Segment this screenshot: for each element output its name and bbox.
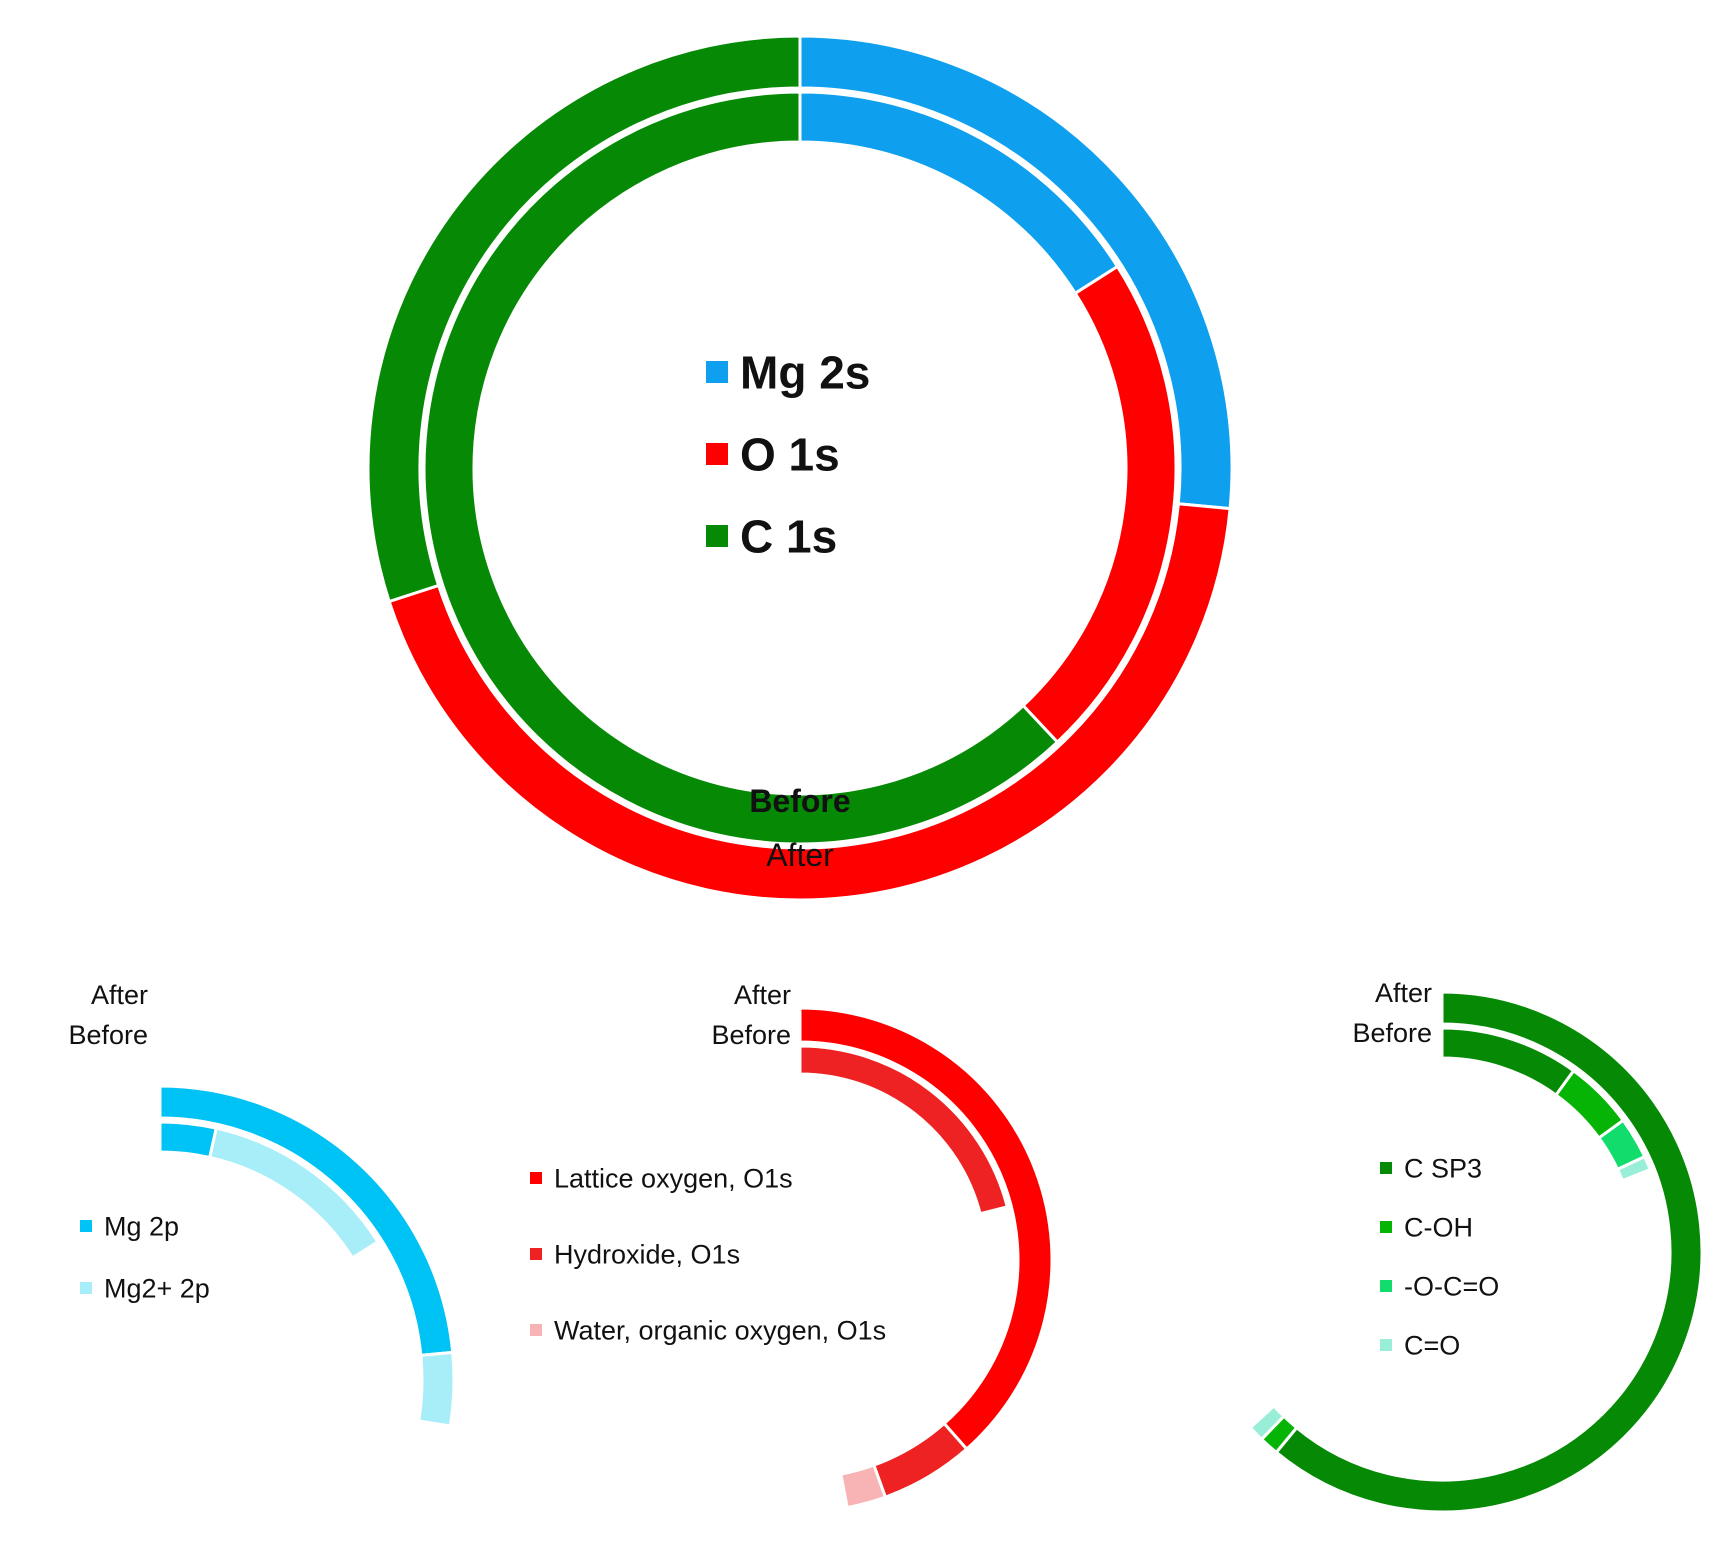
legend-label-mg-2p: Mg 2p [104,1212,179,1242]
legend-swatch-mg2-2p [80,1282,92,1294]
ring-label-before: Before [711,1020,791,1050]
legend-swatch-water-organic-oxygen-o1s [530,1324,542,1336]
slice-before-mg-2p [158,1120,219,1160]
legend-swatch-mg-2s [706,361,728,383]
legend-label-c-oh: C-OH [1404,1213,1473,1243]
legend-label-water-organic-oxygen-o1s: Water, organic oxygen, O1s [554,1316,886,1346]
ring-label-before: Before [68,1020,148,1050]
slice-after-mg2-2p [417,1350,456,1428]
legend-label-c-sp3: C SP3 [1404,1154,1482,1184]
slice-before-c-o [1615,1154,1653,1183]
ring-label-after: After [734,980,791,1010]
ring-label-after: After [766,837,834,873]
legend-label-o-c-o: -O-C=O [1404,1272,1499,1302]
slice-after-c-sp3 [1274,990,1704,1514]
chart-c: After Before C SP3 C-OH -O-C=O C=O [1248,978,1704,1514]
ring-label-after: After [1375,978,1432,1008]
legend-swatch-c-sp3 [1380,1162,1392,1174]
legend-label-c-o: C=O [1404,1331,1460,1361]
legend-label-mg-2s: Mg 2s [740,347,870,399]
slice-before-c-1s [422,90,1060,846]
slice-before-mg2-2p [207,1126,380,1260]
slice-after-water-organic-oxygen-o1s [839,1463,888,1510]
legend-label-o-1s: O 1s [740,429,840,481]
slice-after-c-1s [366,34,802,604]
legend-label-c-1s: C 1s [740,511,837,563]
chart-mg: After Before Mg 2p Mg2+ 2p [68,980,456,1428]
legend-swatch-lattice-oxygen-o1s [530,1172,542,1184]
slice-before-hydroxide-o1s [798,1044,1010,1216]
ring-label-before: Before [1352,1018,1432,1048]
legend-label-hydroxide-o1s: Hydroxide, O1s [554,1240,740,1270]
legend-label-lattice-oxygen-o1s: Lattice oxygen, O1s [554,1164,793,1194]
slice-after-hydroxide-o1s [871,1421,969,1500]
legend: Mg 2p Mg2+ 2p [80,1212,210,1304]
slice-after-c-o [1248,1403,1286,1442]
legend-swatch-o-c-o [1380,1280,1392,1292]
slice-after-o-1s [387,502,1232,902]
legend-swatch-c-1s [706,525,728,547]
legend-swatch-hydroxide-o1s [530,1248,542,1260]
legend-swatch-c-o [1380,1339,1392,1351]
chart-o: After Before Lattice oxygen, O1s Hydroxide,… [530,980,1054,1510]
legend: Lattice oxygen, O1s Hydroxide, O1s Water, … [530,1164,886,1346]
legend-swatch-mg-2p [80,1220,92,1232]
ring-label-before: Before [749,783,850,819]
legend: Mg 2s O 1s C 1s [706,347,870,563]
legend-label-mg2-2p: Mg2+ 2p [104,1274,210,1304]
legend: C SP3 C-OH -O-C=O C=O [1380,1154,1499,1361]
legend-swatch-o-1s [706,443,728,465]
chart-main: After Before Mg 2s O 1s C 1s [366,34,1234,902]
legend-swatch-c-oh [1380,1221,1392,1233]
ring-label-after: After [91,980,148,1010]
